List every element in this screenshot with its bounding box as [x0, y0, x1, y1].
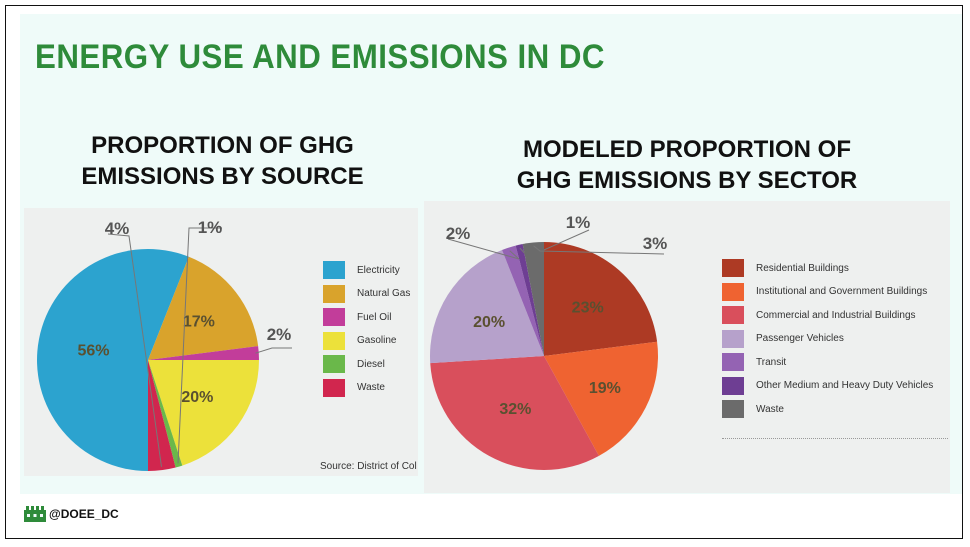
chart2-slice-transit — [502, 245, 544, 356]
chart1-legend-swatch — [323, 355, 345, 373]
chart2-slice-residential-buildings — [544, 242, 658, 356]
chart2-legend-swatch — [722, 282, 744, 301]
chart1-label-electricity: 56% — [77, 343, 109, 360]
chart1-legend-swatch — [323, 284, 345, 303]
chart1-label-natural-gas: 17% — [183, 314, 215, 331]
chart2-label-waste: 3% — [643, 234, 668, 253]
chart2-label-passenger-vehicles: 20% — [473, 314, 505, 331]
chart1-legend-swatch — [323, 331, 345, 350]
chart2-legend-label: Commercial and Industrial Buildings — [756, 309, 916, 321]
chart1-legend-label: Waste — [357, 382, 385, 393]
chart2-slice-passenger-vehicles — [429, 250, 544, 364]
chart2-legend-swatch — [722, 306, 744, 324]
chart1-legend-label: Gasoline — [357, 335, 397, 346]
chart1-slice-fuel-oil — [148, 346, 259, 360]
chart1-label-gasoline: 20% — [181, 389, 213, 406]
chart1-legend-item-natural-gas: Natural Gas — [323, 284, 411, 303]
chart1-legend-item-diesel: Diesel — [323, 355, 385, 373]
chart1-leader-fuel-oil — [255, 347, 292, 354]
chart2-legend-swatch — [722, 353, 744, 371]
chart2-slice-other-medium-and-heavy-duty-vehicles — [515, 244, 544, 356]
chart2-legend-item-institutional-and-government-buildings: Institutional and Government Buildings — [722, 282, 928, 301]
chart2-legend-label: Other Medium and Heavy Duty Vehicles — [756, 380, 934, 391]
chart2-label-residential-buildings: 23% — [572, 299, 604, 316]
chart1-label-diesel: 1% — [198, 218, 223, 237]
chart1-title-line2: EMISSIONS BY SOURCE — [81, 163, 364, 190]
social-handle: @DOEE_DC — [24, 506, 119, 522]
chart1-legend-label: Diesel — [357, 358, 385, 370]
chart2-legend-swatch — [722, 376, 744, 395]
chart1-legend-label: Electricity — [357, 264, 400, 276]
chart2-legend-label: Institutional and Government Buildings — [756, 286, 928, 297]
chart1-slice-natural-gas — [148, 256, 259, 360]
handle-text: @DOEE_DC — [49, 507, 119, 521]
chart2-legend-item-passenger-vehicles: Passenger Vehicles — [722, 329, 844, 348]
chart2-legend-swatch — [722, 329, 744, 348]
building-logo-icon — [24, 506, 46, 522]
chart2-legend-item-waste: Waste — [722, 400, 784, 418]
chart2-legend-label: Residential Buildings — [756, 262, 849, 274]
chart2-footnote-rule — [722, 438, 948, 439]
chart2-title-line2: GHG EMISSIONS BY SECTOR — [516, 167, 858, 194]
chart2-label-other-medium-and-heavy-duty-vehicles: 1% — [566, 213, 591, 232]
chart1-slice-diesel — [148, 360, 183, 468]
chart2-leader-waste — [533, 245, 665, 255]
chart1-title-line1: PROPORTION OF GHG — [91, 132, 354, 159]
chart1-label-fuel-oil: 2% — [267, 325, 292, 344]
chart1-legend-swatch — [323, 378, 345, 397]
chart1-slice-gasoline — [148, 360, 259, 466]
chart2-title-line1: MODELED PROPORTION OF — [522, 136, 851, 163]
chart2-label-commercial-and-industrial-buildings: 32% — [499, 401, 531, 418]
chart2-legend-item-transit: Transit — [722, 353, 786, 371]
chart1-legend-label: Fuel Oil — [357, 311, 392, 323]
chart2-pie: 23% 19% 32% 20% 2% 1% 3% — [429, 213, 668, 471]
chart2-label-transit: 2% — [446, 224, 471, 243]
chart1-label-waste: 4% — [105, 219, 130, 238]
chart1-legend-item-electricity: Electricity — [323, 261, 400, 279]
chart2-legend-label: Passenger Vehicles — [756, 333, 844, 344]
chart2-legend-label: Transit — [756, 356, 787, 368]
chart2-legend-item-commercial-and-industrial-buildings: Commercial and Industrial Buildings — [722, 306, 916, 324]
chart2-legend-swatch — [722, 259, 744, 277]
chart2-legend-item-residential-buildings: Residential Buildings — [722, 259, 849, 277]
chart1-leader-waste — [107, 233, 162, 467]
chart1-source-note: Source: District of Col — [320, 461, 417, 472]
chart1-legend: Electricity Natural Gas Fuel Oil Gasoline Di… — [323, 261, 423, 411]
chart1-leader-diesel — [177, 227, 222, 464]
chart1-legend-item-fuel-oil: Fuel Oil — [323, 308, 391, 326]
chart2-label-institutional-and-government-buildings: 19% — [589, 380, 621, 397]
chart1-legend-item-gasoline: Gasoline — [323, 331, 397, 350]
chart1-legend-swatch — [323, 261, 345, 279]
chart2-legend-item-other-medium-and-heavy-duty-vehicles: Other Medium and Heavy Duty Vehicles — [722, 376, 934, 395]
chart2-slice-commercial-and-industrial-buildings — [430, 356, 599, 471]
chart1-slice-waste — [148, 360, 176, 471]
chart2-leader-transit — [447, 238, 520, 260]
chart2-legend: Residential Buildings Institutional and G… — [722, 259, 948, 429]
page-title: ENERGY USE AND EMISSIONS IN DC — [35, 38, 605, 76]
chart1-title: PROPORTION OF GHG EMISSIONS BY SOURCE — [70, 130, 375, 192]
chart1-slice-electricity — [37, 249, 189, 471]
chart2-legend-swatch — [722, 400, 744, 418]
chart1-legend-item-waste: Waste — [323, 378, 385, 397]
chart2-title: MODELED PROPORTION OF GHG EMISSIONS BY S… — [492, 134, 882, 196]
chart1-pie: 56% 17% 2% 20% 1% 4% — [37, 218, 292, 471]
chart2-slice-waste — [522, 242, 544, 356]
chart1-legend-swatch — [323, 308, 345, 326]
chart2-slice-institutional-and-government-buildings — [544, 341, 658, 456]
chart2-legend-label: Waste — [756, 403, 784, 415]
chart1-legend-label: Natural Gas — [357, 288, 411, 299]
